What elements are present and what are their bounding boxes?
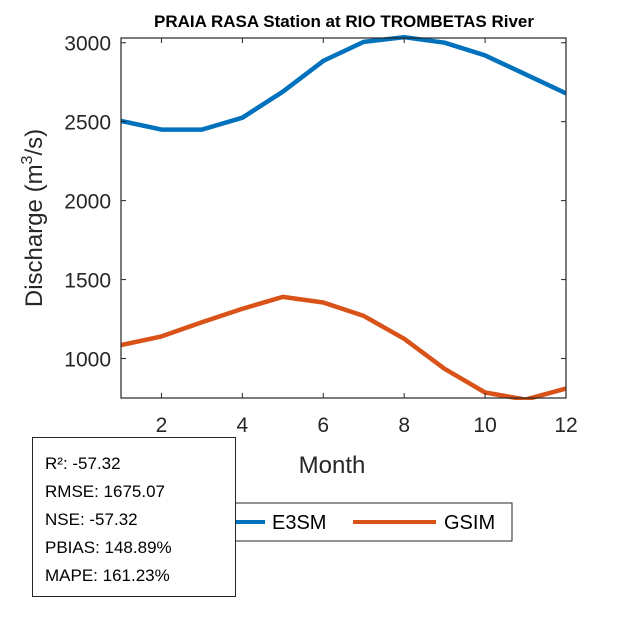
- y-axis-label-base: Discharge (m: [21, 164, 48, 307]
- x-axis-label: Month: [299, 452, 366, 479]
- stat-mape: MAPE: 161.23%: [45, 566, 170, 585]
- axes-layer: 2 4 6 8 10 12 1000 1500 2000 2500 3000: [64, 33, 577, 437]
- series-line-e3sm: [121, 34, 566, 132]
- legend: E3SM GSIM: [224, 502, 513, 542]
- y-tick-label: 1500: [64, 270, 111, 293]
- axes-box: [120, 37, 567, 399]
- chart-title: PRAIA RASA Station at RIO TROMBETAS Rive…: [154, 12, 534, 31]
- y-axis-label-sup: 3: [19, 155, 36, 164]
- x-tick-label: 6: [317, 414, 329, 437]
- x-tick-label: 2: [156, 414, 168, 437]
- stat-pbias: PBIAS: 148.89%: [45, 538, 172, 557]
- series-layer: [121, 34, 566, 400]
- y-tick-label: 2500: [64, 112, 111, 135]
- legend-label-e3sm: E3SM: [272, 512, 326, 534]
- y-tick-label: 2000: [64, 191, 111, 214]
- x-tick-label: 10: [473, 414, 496, 437]
- stat-r2: R²: -57.32: [45, 454, 121, 473]
- x-tick-label: 8: [398, 414, 410, 437]
- y-axis-label-tail: /s): [21, 129, 48, 156]
- y-tick-label: 1000: [64, 349, 111, 372]
- x-tick-label: 12: [554, 414, 577, 437]
- legend-label-gsim: GSIM: [444, 512, 495, 534]
- plot-area: [121, 38, 566, 398]
- y-tick-label: 3000: [64, 33, 111, 56]
- stat-nse: NSE: -57.32: [45, 510, 138, 529]
- stat-rmse: RMSE: 1675.07: [45, 482, 166, 501]
- stats-box: R²: -57.32 RMSE: 1675.07 NSE: -57.32 PBI…: [32, 437, 236, 597]
- y-axis-label: Discharge (m3/s): [19, 129, 48, 307]
- series-line-gsim: [121, 294, 566, 400]
- x-tick-label: 4: [237, 414, 249, 437]
